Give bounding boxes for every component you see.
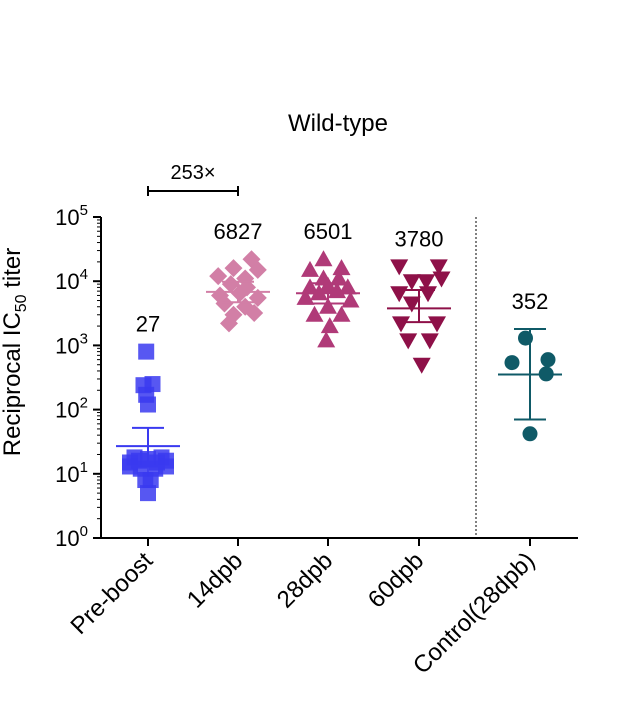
x-tick-label: 14dpb [182,547,248,613]
y-tick-label-base: 10 [55,333,79,358]
data-point [314,250,333,267]
data-point [432,271,451,288]
y-tick-label-exponent: 2 [80,395,88,412]
series-14dpb: 6827 [206,219,270,333]
data-point [390,259,409,276]
data-point [158,458,174,475]
y-tick-label-base: 10 [55,462,79,487]
y-tick-label-exponent: 5 [80,202,88,219]
comparison-bracket: 253× [147,162,239,196]
data-point [504,355,520,371]
y-axis-label-subscript: 50 [13,294,30,312]
value-label: 6827 [214,219,263,244]
data-point [341,291,360,308]
data-point [305,305,324,322]
y-tick-label: 105 [55,202,88,230]
y-axis-label: Reciprocal IC50 titer [0,248,30,457]
value-label: 3780 [395,226,444,251]
data-point [402,274,421,291]
data-point [209,267,228,286]
data-point [221,275,240,294]
series-28dpb: 6501 [296,219,360,348]
data-point [245,303,264,322]
y-tick-label-base: 10 [55,269,79,294]
data-point [230,284,249,303]
y-axis-label-prefix: Reciprocal IC [0,312,26,456]
y-tick-label: 101 [55,459,88,487]
y-tick-label: 103 [55,330,88,358]
data-point [320,317,339,334]
series-control-28dpb-: 352 [498,289,562,442]
data-point [332,259,351,276]
data-point [140,396,156,413]
data-point [140,485,156,502]
value-label: 352 [512,289,549,314]
y-tick-label-exponent: 3 [80,330,88,347]
y-tick-label: 100 [55,523,88,551]
x-tick-label: 28dpb [272,547,338,613]
data-point [392,316,410,333]
data-point [301,260,319,277]
y-tick-label: 102 [55,395,88,423]
chart-title: Wild-type [288,110,388,137]
value-label: 6501 [304,219,353,244]
data-point [522,426,538,442]
x-tick-label: Pre-boost [66,547,159,640]
y-tick-label-base: 10 [55,526,79,551]
data-point [319,297,337,314]
data-point [224,259,243,278]
y-tick-label: 104 [55,266,88,294]
data-point [420,333,439,350]
data-point [138,343,155,360]
data-point [248,260,267,279]
y-tick-label-exponent: 4 [80,266,88,283]
x-tick-label: 60dpb [363,547,429,613]
y-tick-label-base: 10 [55,205,79,230]
data-point [332,305,351,322]
data-point [220,314,238,333]
data-point [122,458,138,475]
data-point [412,357,431,374]
series-pre-boost: 27 [116,312,180,502]
data-point [428,316,446,333]
data-point [142,472,159,489]
y-tick-label-base: 10 [55,398,79,423]
svg-text:Reciprocal IC50 titer: Reciprocal IC50 titer [0,248,30,457]
y-axis-label-suffix: titer [0,248,26,295]
data-point [215,294,234,313]
data-point [417,274,436,291]
y-tick-label-exponent: 1 [80,459,88,476]
y-tick-label-exponent: 0 [80,523,88,540]
data-point [296,288,315,305]
series-layer: 27 6827 6501 3780 352 [116,219,562,502]
bracket-label: 253× [170,162,215,184]
data-point [540,352,556,368]
data-point [419,286,437,303]
series-60dpb: 3780 [387,226,451,374]
data-point [317,331,336,348]
data-point [338,278,357,295]
data-point [329,269,348,286]
value-label: 27 [136,312,160,337]
data-point [402,296,421,313]
data-point [429,259,448,276]
data-point [399,333,418,350]
